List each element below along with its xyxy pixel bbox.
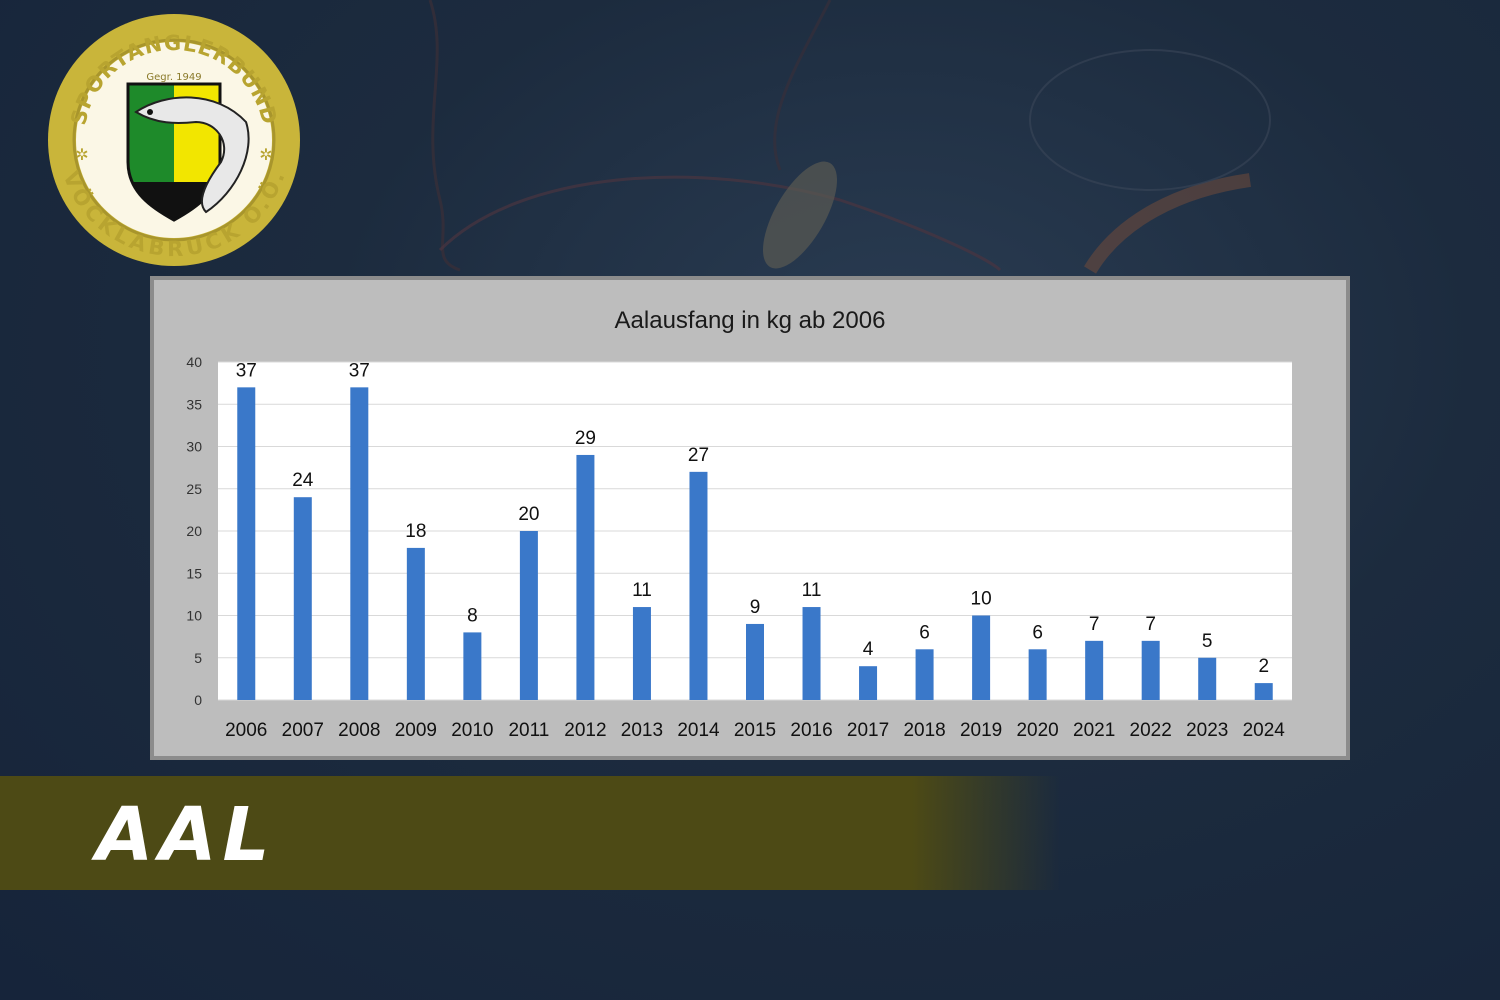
data-label: 11	[802, 580, 822, 601]
logo-founded: Gegr. 1949	[146, 72, 201, 83]
x-tick-label: 2007	[282, 720, 324, 741]
data-label: 10	[971, 589, 992, 610]
y-tick-label: 35	[186, 396, 202, 412]
x-tick-label: 2011	[508, 720, 549, 741]
club-logo: SPORTANGLERBUND VÖCKLABRUCK O.Ö. Gegr. 1…	[46, 12, 302, 268]
x-tick-label: 2015	[734, 720, 776, 741]
bar	[1198, 657, 1217, 700]
data-label: 11	[632, 580, 652, 601]
bar	[463, 632, 482, 700]
x-tick-label: 2008	[338, 720, 380, 741]
y-tick-label: 40	[186, 354, 202, 370]
data-label: 5	[1202, 631, 1213, 652]
data-label: 7	[1089, 614, 1100, 635]
x-tick-label: 2022	[1130, 720, 1172, 741]
x-tick-label: 2016	[790, 720, 832, 741]
data-label: 2	[1258, 656, 1269, 677]
x-tick-label: 2017	[847, 720, 889, 741]
x-tick-label: 2006	[225, 720, 267, 741]
bar	[915, 649, 934, 700]
bar	[632, 607, 651, 700]
x-tick-label: 2009	[395, 720, 437, 741]
bar	[746, 623, 764, 700]
bar	[972, 615, 991, 700]
data-label: 37	[236, 360, 257, 381]
y-tick-label: 10	[186, 608, 202, 624]
data-label: 6	[1032, 622, 1043, 643]
x-tick-label: 2023	[1186, 720, 1228, 741]
banner-bar	[0, 776, 1060, 890]
data-label: 27	[688, 445, 709, 466]
svg-text:✲: ✲	[75, 147, 88, 164]
x-tick-label: 2012	[564, 720, 606, 741]
bar	[802, 607, 821, 700]
data-label: 8	[467, 605, 478, 626]
chart-title: Aalausfang in kg ab 2006	[615, 307, 886, 334]
x-tick-label: 2013	[621, 720, 663, 741]
data-label: 20	[518, 504, 539, 525]
x-tick-label: 2018	[903, 720, 945, 741]
svg-text:✲: ✲	[259, 147, 272, 164]
x-tick-label: 2010	[451, 720, 493, 741]
bar	[237, 387, 256, 700]
y-tick-label: 25	[186, 481, 202, 497]
y-tick-label: 15	[186, 565, 202, 581]
y-tick-label: 20	[186, 523, 202, 539]
bar	[293, 497, 312, 700]
bar	[859, 666, 878, 700]
data-label: 7	[1145, 614, 1156, 635]
x-tick-label: 2020	[1016, 720, 1058, 741]
data-label: 4	[863, 639, 874, 660]
bar	[519, 531, 538, 700]
bar	[1085, 640, 1104, 700]
y-tick-label: 5	[194, 650, 202, 666]
bar	[576, 454, 595, 700]
bar	[1254, 683, 1273, 700]
bar	[1028, 649, 1047, 700]
x-tick-label: 2019	[960, 720, 1002, 741]
data-label: 18	[405, 521, 426, 542]
data-label: 6	[919, 622, 930, 643]
data-label: 24	[292, 470, 314, 491]
bar	[689, 471, 708, 700]
fish-icon	[134, 96, 250, 214]
banner-title: AAL	[96, 792, 276, 878]
y-tick-label: 0	[194, 692, 202, 708]
data-label: 29	[575, 428, 596, 449]
bar	[350, 387, 369, 700]
chart-panel: 0 5 10 15 20 25 30 35 40 37 2006 24 2007 37 2008 18 2009…	[150, 276, 1350, 760]
bar	[1141, 640, 1160, 700]
bar	[406, 547, 425, 700]
x-tick-label: 2021	[1073, 720, 1115, 741]
x-tick-label: 2014	[677, 720, 720, 741]
data-label: 37	[349, 360, 370, 381]
x-tick-label: 2024	[1243, 720, 1286, 741]
y-tick-label: 30	[186, 439, 202, 455]
data-label: 9	[750, 597, 761, 618]
